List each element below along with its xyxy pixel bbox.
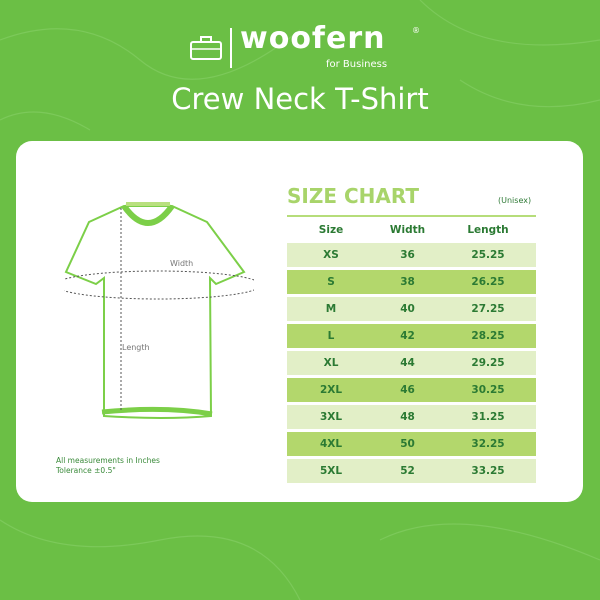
cell-length: 32.25 [471,438,505,450]
units-note: All measurements in Inches [56,456,160,465]
table-row: XS 36 25.25 [287,243,536,267]
cell-length: 27.25 [471,303,505,315]
table-row: M 40 27.25 [287,297,536,321]
table-row: S 38 26.25 [287,270,536,294]
cell-size: M [325,303,337,315]
table-header: Size Width Length [287,220,536,240]
cell-width: 42 [400,330,415,342]
cell-width: 40 [400,303,415,315]
cell-size: 3XL [319,411,343,423]
cell-size: XL [323,357,339,369]
cell-size: XS [323,249,339,261]
size-table: Size Width Length XS 36 25.25 S 38 26.25 M 40 27… [287,220,536,486]
table-row: L 42 28.25 [287,324,536,348]
table-row: XL 44 29.25 [287,351,536,375]
table-row: 2XL 46 30.25 [287,378,536,402]
header-length: Length [467,224,509,236]
registered-mark: ® [412,26,420,35]
header-width: Width [389,224,426,236]
cell-size: L [327,330,335,342]
cell-size: 2XL [319,384,343,396]
logo-divider [230,28,232,68]
header-size: Size [318,224,344,236]
briefcase-icon [190,36,222,60]
cell-length: 28.25 [471,330,505,342]
tshirt-diagram [64,202,254,419]
cell-width: 38 [400,276,415,288]
table-body: XS 36 25.25 S 38 26.25 M 40 27.25 L 42 28.25 XL 44 29.… [287,243,536,483]
cell-length: 25.25 [471,249,505,261]
cell-length: 31.25 [471,411,505,423]
tolerance-note: Tolerance ±0.5" [56,466,116,475]
page-title: Crew Neck T-Shirt [171,82,429,116]
cell-size: 4XL [319,438,343,450]
title-rule [287,215,536,217]
cell-length: 30.25 [471,384,505,396]
table-row: 4XL 50 32.25 [287,432,536,456]
length-label: Length [122,343,150,352]
cell-size: 5XL [319,465,343,477]
measurement-notes: All measurements in Inches Tolerance ±0.… [56,456,160,476]
cell-length: 26.25 [471,276,505,288]
cell-width: 46 [400,384,415,396]
cell-width: 44 [400,357,415,369]
brand-tagline: for Business [326,59,388,70]
woofern-logo: woofern ® for Business [186,21,426,70]
cell-length: 29.25 [471,357,505,369]
size-chart-title: SIZE CHART [287,184,420,208]
table-row: 5XL 52 33.25 [287,459,536,483]
cell-width: 50 [400,438,415,450]
cell-length: 33.25 [471,465,505,477]
cell-width: 52 [400,465,415,477]
cell-size: S [327,276,335,288]
table-row: 3XL 48 31.25 [287,405,536,429]
cell-width: 36 [400,249,415,261]
unisex-label: (Unisex) [498,196,532,205]
width-label: Width [170,259,194,268]
brand-name: woofern [240,21,386,56]
cell-width: 48 [400,411,415,423]
